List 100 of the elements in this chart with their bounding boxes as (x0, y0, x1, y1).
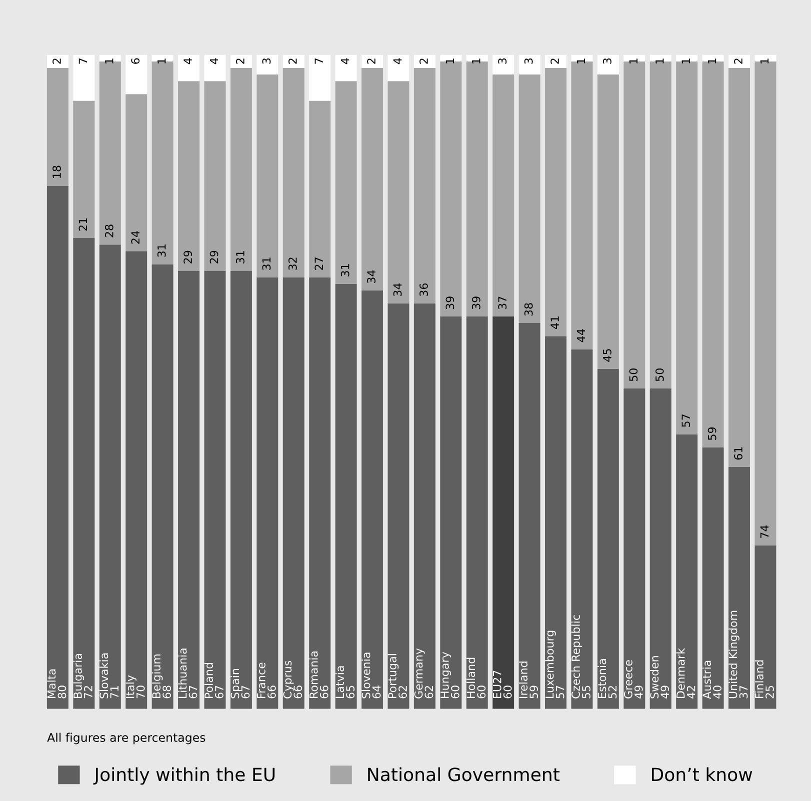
bar (46, 186, 68, 709)
bar (571, 54, 593, 62)
bar (466, 316, 488, 709)
data-label: 4 (341, 58, 350, 64)
bar (282, 277, 304, 709)
x-tick-label: Poland (204, 663, 213, 698)
bar (545, 336, 566, 709)
bar (492, 316, 514, 709)
legend-label: Jointly within the EU (93, 767, 275, 785)
x-tick-label: Estonia (598, 659, 606, 698)
data-label: 31 (340, 264, 350, 276)
data-label: 60 (477, 686, 486, 698)
bar (650, 54, 672, 62)
bar (414, 303, 436, 709)
bar (702, 447, 724, 709)
bar (728, 466, 750, 709)
data-label: 4 (184, 58, 192, 64)
data-label: 31 (262, 258, 271, 270)
bar (650, 388, 672, 709)
data-label: 2 (288, 58, 297, 64)
data-label: 67 (241, 686, 250, 698)
data-label: 3 (602, 58, 612, 64)
bar (362, 68, 384, 290)
x-tick-label: Italy (126, 675, 136, 698)
data-label: 25 (766, 686, 774, 698)
bar (46, 68, 68, 186)
bar (230, 54, 252, 68)
bar (597, 368, 619, 709)
x-tick-label: Bulgaria (73, 654, 84, 698)
bar (676, 54, 698, 62)
data-label: 67 (188, 686, 198, 698)
bar (73, 238, 95, 709)
x-tick-label: Belgium (152, 654, 163, 698)
bar (545, 54, 566, 68)
bar (518, 54, 540, 75)
bar (414, 54, 436, 68)
bar (309, 100, 331, 278)
data-label: 6 (131, 58, 140, 64)
x-tick-label: EU27 (492, 670, 502, 698)
x-tick-label: Greece (624, 660, 632, 698)
bar (335, 81, 357, 284)
bar (99, 244, 121, 709)
data-label: 34 (367, 270, 376, 283)
bar (204, 270, 226, 709)
bar (126, 251, 148, 709)
data-label: 38 (524, 303, 533, 316)
data-label: 45 (603, 349, 612, 362)
data-label: 21 (78, 218, 87, 231)
bar (335, 54, 357, 82)
data-label: 1 (629, 58, 638, 64)
bar (545, 68, 566, 336)
data-label: 60 (450, 686, 460, 698)
x-tick-label: Romania (309, 651, 318, 698)
bar (754, 545, 776, 709)
data-label: 66 (267, 686, 276, 698)
data-label: 66 (320, 686, 328, 698)
x-tick-label: Czech Republic (571, 615, 582, 698)
data-label: 57 (556, 686, 564, 698)
bar (597, 74, 619, 369)
bar (362, 54, 384, 68)
data-label: 2 (367, 58, 376, 64)
x-tick-label: Holland (466, 658, 476, 698)
x-tick-label: Portugal (388, 654, 399, 698)
legend-label: National Government (368, 767, 560, 782)
x-tick-label: Denmark (676, 648, 685, 698)
data-label: 2 (52, 58, 61, 64)
data-label: 1 (708, 58, 716, 64)
data-label: 7 (314, 58, 323, 64)
data-label: 39 (472, 296, 480, 310)
data-label: 1 (446, 58, 454, 64)
data-label: 39 (446, 296, 454, 310)
data-label: 2 (734, 58, 742, 64)
x-tick-label: Cyprus (283, 660, 294, 698)
bar (518, 74, 540, 324)
bar (256, 277, 278, 709)
x-tick-label: Slovakia (100, 653, 108, 698)
bar (362, 290, 384, 709)
data-label: 55 (582, 686, 590, 698)
data-label: 68 (162, 686, 172, 698)
data-label: 42 (686, 686, 696, 699)
x-tick-label: Hungary (440, 652, 452, 698)
bar (282, 54, 304, 68)
data-label: 3 (262, 58, 271, 64)
data-label: 4 (393, 58, 402, 64)
data-label: 59 (708, 427, 716, 440)
bar (282, 68, 304, 278)
data-label: 65 (346, 686, 355, 698)
data-label: 1 (760, 58, 769, 64)
x-tick-label: United Kingdom (728, 610, 740, 698)
data-label: 62 (424, 686, 434, 698)
bar (624, 54, 646, 62)
x-tick-label: Slovenia (362, 652, 370, 698)
data-label: 29 (184, 250, 192, 264)
data-label: 1 (472, 58, 480, 64)
data-label: 29 (210, 250, 218, 264)
x-tick-label: Ireland (518, 662, 528, 698)
bar (178, 270, 200, 709)
x-tick-label: France (257, 662, 266, 698)
bar (466, 54, 488, 62)
data-label: 41 (550, 316, 559, 330)
